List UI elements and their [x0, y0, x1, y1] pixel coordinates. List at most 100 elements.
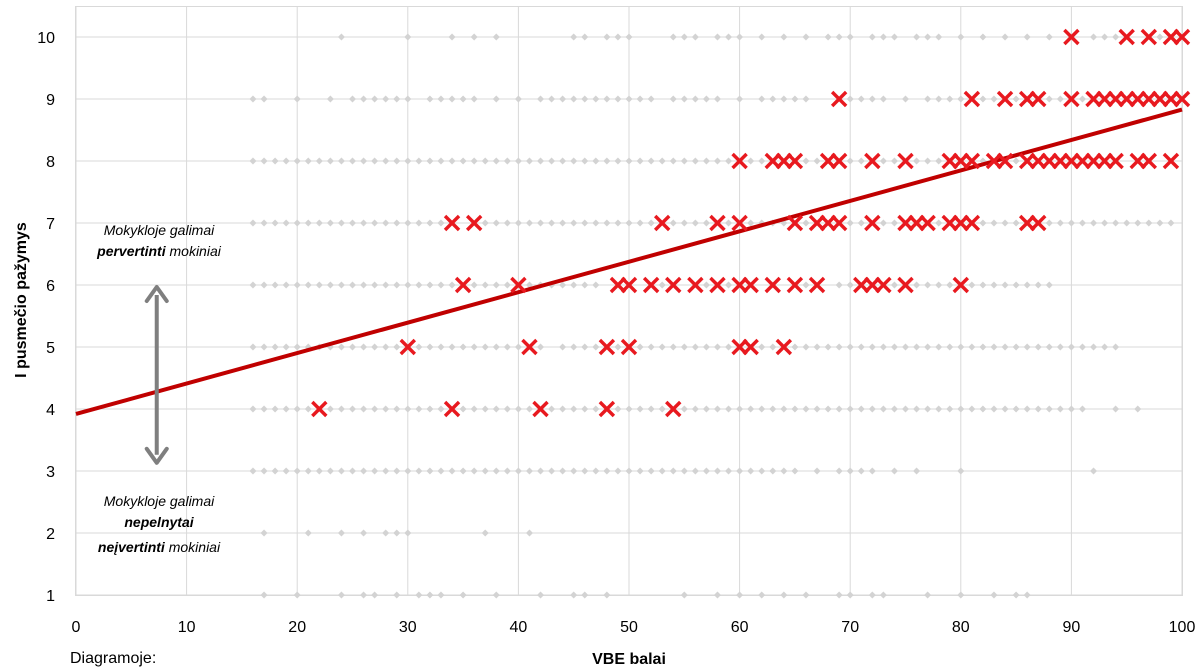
gray-point — [592, 219, 600, 227]
gray-point — [846, 467, 854, 475]
gray-point — [835, 405, 843, 413]
gray-point — [968, 405, 976, 413]
gray-point — [548, 467, 556, 475]
gray-point — [503, 343, 511, 351]
gray-point — [669, 219, 677, 227]
y-tick-label: 2 — [46, 526, 55, 543]
gray-point — [857, 405, 865, 413]
gray-point — [802, 33, 810, 41]
red-point — [830, 214, 848, 232]
gray-point — [1101, 343, 1109, 351]
gray-point — [758, 95, 766, 103]
gray-point — [802, 157, 810, 165]
gray-point — [780, 33, 788, 41]
gray-point — [559, 405, 567, 413]
red-point — [742, 276, 759, 294]
x-tick-label: 20 — [288, 619, 306, 636]
gray-point — [1034, 405, 1042, 413]
gray-point — [382, 219, 390, 227]
gray-point — [349, 219, 356, 227]
gray-point — [713, 343, 721, 351]
y-tick-label: 3 — [46, 464, 55, 481]
red-point — [1173, 90, 1191, 108]
gray-point — [404, 33, 412, 41]
gray-point — [669, 343, 677, 351]
gray-point — [282, 219, 290, 227]
gray-point — [326, 281, 334, 289]
red-point — [919, 214, 936, 232]
gray-point — [979, 281, 987, 289]
red-point — [443, 400, 461, 418]
gray-point — [791, 95, 799, 103]
gray-point — [924, 405, 932, 413]
gray-point — [990, 343, 998, 351]
gray-point — [503, 219, 511, 227]
red-point — [1173, 28, 1191, 46]
gray-point — [658, 281, 666, 289]
gray-point — [769, 467, 777, 475]
gray-point — [492, 467, 500, 475]
red-point — [443, 214, 461, 232]
gray-point — [481, 467, 489, 475]
gray-point — [647, 95, 655, 103]
y-tick-label: 5 — [46, 340, 55, 357]
gray-point — [503, 467, 511, 475]
gray-point — [846, 95, 854, 103]
red-point — [1063, 90, 1080, 108]
gray-point — [271, 281, 279, 289]
gray-point — [890, 157, 898, 165]
gray-point — [415, 591, 423, 599]
gray-point — [802, 405, 810, 413]
gray-point — [725, 157, 733, 165]
gray-point — [470, 33, 478, 41]
gray-point — [935, 343, 943, 351]
gray-point — [835, 33, 843, 41]
gray-point — [769, 95, 777, 103]
gray-point — [382, 157, 390, 165]
gray-point — [990, 281, 998, 289]
gray-point — [725, 343, 733, 351]
gray-point — [647, 405, 655, 413]
gray-point — [868, 467, 876, 475]
gray-point — [570, 591, 578, 599]
gray-point — [879, 405, 887, 413]
gray-point — [426, 157, 434, 165]
gray-point — [559, 467, 567, 475]
gray-point — [382, 281, 390, 289]
gray-point — [426, 281, 434, 289]
gray-point — [393, 591, 401, 599]
gray-point — [813, 343, 821, 351]
gray-point — [791, 343, 799, 351]
gray-point — [437, 95, 445, 103]
gray-point — [548, 157, 556, 165]
gray-point — [1023, 33, 1031, 41]
gray-point — [603, 591, 611, 599]
gray-point — [957, 405, 965, 413]
gray-point — [315, 219, 323, 227]
gray-point — [691, 219, 699, 227]
gray-point — [658, 405, 666, 413]
gray-point — [514, 95, 522, 103]
gray-point — [802, 281, 810, 289]
gray-point — [702, 405, 710, 413]
gray-point — [570, 405, 578, 413]
gray-point — [890, 33, 898, 41]
gray-point — [537, 343, 545, 351]
gray-point — [835, 343, 843, 351]
gray-point — [349, 281, 356, 289]
gray-point — [813, 157, 821, 165]
red-point — [742, 338, 759, 356]
gray-point — [1112, 405, 1120, 413]
arrow-head-down — [144, 446, 169, 465]
red-point — [1030, 214, 1047, 232]
gray-point — [979, 219, 987, 227]
gray-point — [404, 95, 412, 103]
gray-point — [603, 219, 611, 227]
gray-point — [758, 343, 766, 351]
gray-point — [360, 95, 368, 103]
gray-point — [957, 343, 965, 351]
red-points-layer — [311, 28, 1191, 418]
red-point — [653, 214, 671, 232]
gray-point — [935, 405, 943, 413]
gray-point — [669, 467, 677, 475]
